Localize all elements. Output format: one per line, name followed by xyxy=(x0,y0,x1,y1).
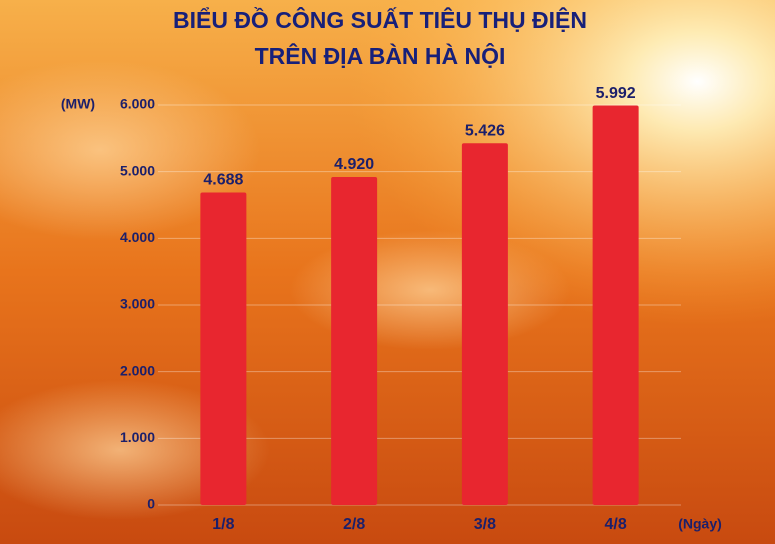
x-tick-label: 3/8 xyxy=(474,516,496,533)
value-label: 4.920 xyxy=(334,156,374,173)
x-tick-label: 2/8 xyxy=(343,516,365,533)
y-tick-label: 0 xyxy=(147,496,155,512)
value-label: 5.426 xyxy=(465,122,505,139)
chart-title: BIỂU ĐỒ CÔNG SUẤT TIÊU THỤ ĐIỆN xyxy=(173,6,587,33)
bar xyxy=(200,192,247,505)
x-tick-label: 1/8 xyxy=(212,516,234,533)
value-label: 4.688 xyxy=(203,172,243,189)
bar xyxy=(461,143,508,505)
y-tick-label: 6.000 xyxy=(120,96,155,112)
y-tick-label: 4.000 xyxy=(120,229,155,245)
y-tick-label: 3.000 xyxy=(120,296,155,312)
y-tick-label: 2.000 xyxy=(120,362,155,378)
y-tick-label: 1.000 xyxy=(120,429,155,445)
value-label: 5.992 xyxy=(596,85,636,102)
bar xyxy=(592,105,639,506)
x-tick-label: 4/8 xyxy=(605,516,627,533)
chart-title: TRÊN ĐỊA BÀN HÀ NỘI xyxy=(255,42,506,69)
y-axis-label: (MW) xyxy=(61,96,95,112)
x-axis-label: (Ngày) xyxy=(678,516,722,532)
y-tick-label: 5.000 xyxy=(120,162,155,178)
bar xyxy=(331,177,378,505)
